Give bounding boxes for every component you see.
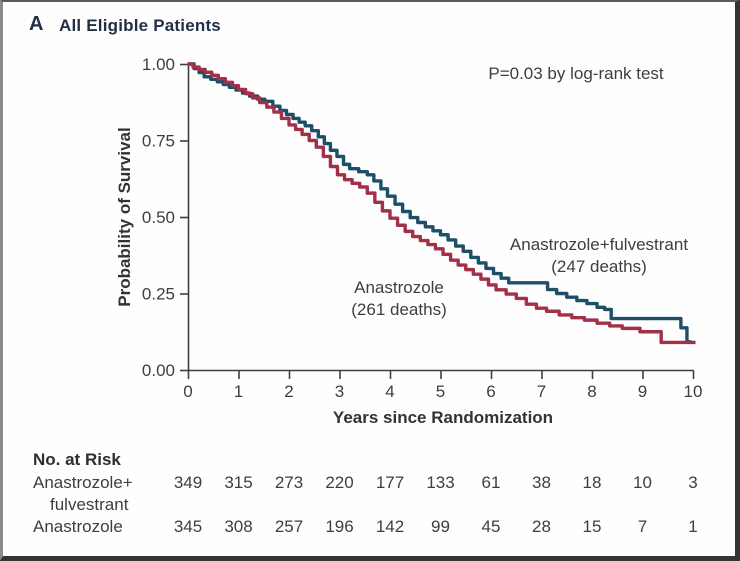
risk-value: 7 — [637, 517, 648, 536]
series-annotation-anastrozole-fulvestrant: Anastrozole+fulvestrant (247 deaths) — [510, 234, 688, 278]
risk-value: 308 — [224, 517, 253, 536]
risk-value: 315 — [224, 473, 253, 492]
y-tick-label: 0.00 — [142, 361, 175, 380]
risk-value: 133 — [426, 473, 455, 492]
y-tick-label: 0.25 — [142, 285, 175, 304]
risk-value: 1 — [688, 517, 698, 536]
survival-curve-anastrozole — [188, 62, 696, 345]
x-tick-label: 3 — [335, 382, 344, 401]
y-tick-label: 0.75 — [142, 132, 175, 151]
risk-value: 10 — [633, 473, 652, 492]
x-tick-label: 5 — [436, 382, 445, 401]
x-tick-label: 10 — [684, 382, 703, 401]
x-tick-label: 7 — [537, 382, 546, 401]
log-rank-p-value: P=0.03 by log-rank test — [488, 64, 664, 83]
risk-value: 18 — [582, 473, 602, 492]
km-survival-chart: 1.00 0.75 0.50 0.25 0.00 0 1 2 3 4 5 6 7 8 9 10 — [142, 55, 703, 401]
risk-value: 15 — [582, 517, 602, 536]
risk-value: 61 — [481, 473, 501, 492]
x-axis-title: Years since Randomization — [332, 408, 554, 427]
risk-value: 45 — [481, 517, 501, 536]
risk-value: 142 — [375, 517, 405, 536]
x-tick-label: 2 — [284, 382, 293, 401]
x-tick-label: 0 — [183, 382, 192, 401]
risk-value: 99 — [431, 517, 450, 536]
risk-row-label-anastrozole-fulvestrant-line2: fulvestrant — [50, 495, 129, 514]
survival-curve-anastrozole-fulvestrant — [188, 62, 692, 344]
panel-title: All Eligible Patients — [59, 16, 221, 35]
x-tick-label: 1 — [234, 382, 243, 401]
risk-row-label-anastrozole-fulvestrant-line1: Anastrozole+ — [33, 473, 133, 492]
x-tick-label: 6 — [486, 382, 495, 401]
risk-row-label-anastrozole: Anastrozole — [33, 517, 123, 536]
y-tick-label: 0.50 — [142, 208, 175, 227]
risk-value: 273 — [274, 473, 304, 492]
risk-value: 38 — [532, 473, 551, 492]
risk-value: 177 — [375, 473, 405, 492]
series-annotation-deaths: (261 deaths) — [351, 300, 447, 319]
series-annotation-deaths: (247 deaths) — [551, 257, 647, 276]
series-annotation-name: Anastrozole — [354, 278, 444, 297]
risk-value: 220 — [325, 473, 354, 492]
risk-value: 349 — [173, 473, 203, 492]
x-tick-label: 9 — [638, 382, 647, 401]
risk-value: 3 — [688, 473, 698, 492]
x-tick-label: 8 — [587, 382, 596, 401]
series-annotation-anastrozole: Anastrozole (261 deaths) — [351, 277, 446, 321]
risk-table-title: No. at Risk — [33, 450, 121, 469]
risk-value: 257 — [274, 517, 304, 536]
risk-value: 196 — [325, 517, 354, 536]
risk-value: 345 — [173, 517, 203, 536]
risk-value: 28 — [532, 517, 551, 536]
series-annotation-name: Anastrozole+fulvestrant — [509, 235, 689, 254]
panel-letter: A — [29, 13, 44, 35]
y-tick-label: 1.00 — [142, 55, 175, 74]
x-tick-label: 4 — [385, 382, 394, 401]
